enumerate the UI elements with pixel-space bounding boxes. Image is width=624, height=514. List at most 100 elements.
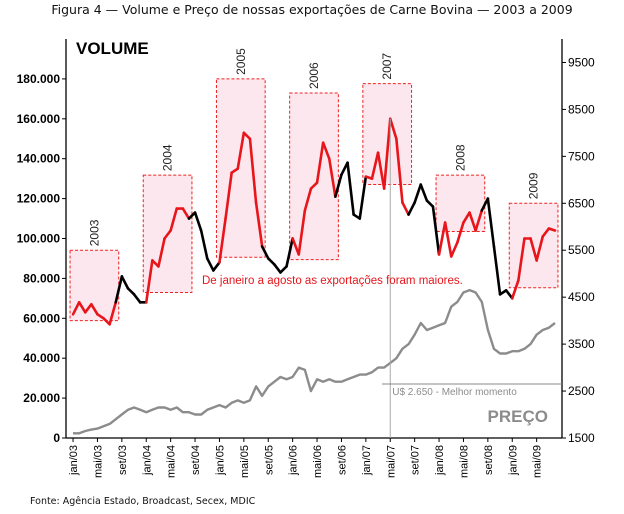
year-box-label: 2009	[527, 172, 541, 199]
x-tick-label: set/08	[483, 445, 495, 475]
series-segment-volume	[218, 217, 227, 264]
series-segment-volume	[358, 175, 368, 220]
series-segment-volume	[157, 237, 166, 268]
series-segment-volume	[334, 173, 343, 198]
series-segment-volume	[413, 183, 423, 204]
y-right-tick-label: 9500	[568, 55, 595, 69]
year-box-label: 2007	[380, 53, 394, 80]
series-line-preco	[73, 288, 556, 435]
x-tick-label: jan/09	[507, 445, 519, 476]
series-segment-volume	[474, 209, 484, 232]
series-segment-volume	[486, 197, 496, 248]
x-tick-label: set/06	[336, 445, 348, 475]
x-tick-label: jan/07	[361, 445, 373, 476]
x-tick-label: jan/05	[214, 445, 226, 476]
year-box-label: 2008	[453, 144, 467, 171]
series-segment-volume	[291, 237, 301, 256]
highlight-annotation: De janeiro a agosto as exportações foram…	[202, 275, 463, 287]
best-moment-annotation: U$ 2.650 - Melhor momento	[392, 387, 517, 398]
series-segment-volume	[443, 221, 453, 258]
series-segment-volume	[163, 229, 172, 240]
series-segment-volume	[273, 263, 282, 274]
series-segment-volume	[321, 141, 331, 160]
x-tick-label: mai/07	[385, 445, 397, 478]
series-segment-volume	[401, 201, 410, 216]
series-segment-volume	[254, 201, 264, 248]
year-box	[289, 92, 339, 261]
year-box-label: 2004	[161, 144, 175, 171]
y-left-tick-label: 60.000	[23, 311, 60, 325]
series-segment-volume	[212, 261, 221, 272]
series-segment-volume	[260, 245, 270, 260]
series-segment-volume	[510, 279, 520, 300]
y-right-tick-label: 6500	[568, 196, 595, 210]
y-right-tick-label: 8500	[568, 102, 595, 116]
series-segment-volume	[71, 301, 81, 316]
series-segment-volume	[517, 237, 526, 282]
year-box-label: 2005	[234, 48, 248, 75]
x-tick-label: mai/03	[92, 445, 104, 478]
series-segment-volume	[407, 201, 416, 216]
source-note: Fonte: Agência Estado, Broadcast, Secex,…	[30, 496, 256, 507]
series-segment-volume	[132, 293, 142, 304]
y-right-tick-label: 1500	[568, 431, 595, 445]
series-segment-volume	[279, 265, 288, 274]
x-tick-label: set/04	[190, 445, 202, 475]
series-segment-volume	[285, 237, 294, 268]
series-segment-volume	[370, 151, 380, 180]
series-segment-volume	[462, 211, 471, 224]
series-segment-volume	[437, 221, 447, 256]
volume-label: VOLUME	[76, 39, 149, 58]
series-segment-volume	[181, 207, 191, 220]
x-tick-label: jan/06	[288, 445, 300, 476]
series-segment-volume	[315, 141, 325, 184]
series-segment-volume	[90, 303, 99, 316]
y-right-tick-label: 7500	[568, 149, 595, 163]
series-segment-volume	[224, 171, 233, 220]
series-segment-volume	[193, 211, 203, 232]
series-segment-volume	[376, 151, 386, 190]
series-segment-volume	[382, 117, 392, 190]
y-left-tick-label: 0	[53, 431, 60, 445]
series-segment-volume	[169, 207, 179, 232]
series-segment-volume	[431, 205, 441, 256]
y-right-tick-label: 2500	[568, 384, 595, 398]
series-segment-volume	[242, 131, 252, 141]
y-left-tick-label: 40.000	[23, 351, 60, 365]
x-tick-label: jan/03	[68, 445, 80, 476]
x-tick-label: jan/08	[434, 445, 446, 476]
series-segment-volume	[114, 275, 124, 304]
series-segment-volume	[248, 137, 258, 204]
series-segment-volume	[126, 287, 136, 296]
x-tick-label: mai/09	[532, 445, 544, 478]
x-tick-label: set/07	[410, 445, 422, 475]
series-segment-volume	[547, 227, 557, 232]
series-segment-volume	[205, 257, 215, 272]
series-segment-volume	[535, 235, 545, 262]
series-segment-volume	[449, 241, 459, 258]
series-segment-volume	[425, 199, 435, 208]
x-tick-label: set/05	[263, 445, 275, 475]
x-tick-label: mai/06	[312, 445, 324, 478]
x-tick-label: set/03	[117, 445, 129, 475]
series-segment-volume	[309, 181, 319, 190]
series-segment-volume	[108, 301, 118, 326]
series-segment-volume	[529, 237, 538, 262]
year-box	[362, 83, 413, 186]
series-segment-volume	[266, 257, 276, 266]
y-left-tick-label: 180.000	[17, 72, 61, 86]
y-left-tick-label: 80.000	[23, 271, 60, 285]
y-right-tick-label: 5500	[568, 243, 595, 257]
series-segment-volume	[236, 131, 246, 170]
series-segment-volume	[83, 303, 93, 314]
y-left-tick-label: 20.000	[23, 391, 60, 405]
y-left-tick-label: 140.000	[17, 152, 61, 166]
y-right-tick-label: 3500	[568, 337, 595, 351]
series-segment-volume	[120, 275, 130, 290]
y-left-tick-label: 160.000	[17, 112, 61, 126]
y-left-tick-label: 120.000	[17, 192, 61, 206]
series-segment-volume	[395, 137, 404, 204]
series-segment-volume	[388, 117, 398, 141]
series-segment-volume	[297, 209, 307, 256]
